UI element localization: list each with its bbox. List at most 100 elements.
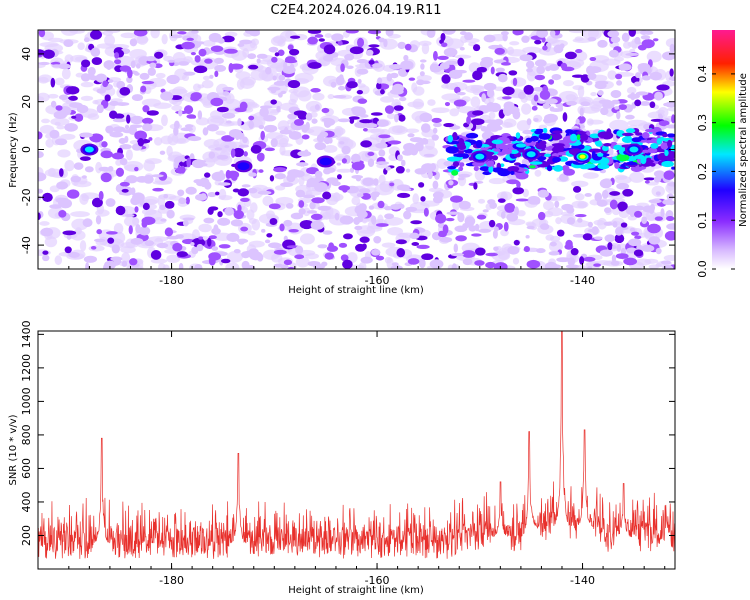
heatmap-noise-cell <box>397 192 411 198</box>
heatmap-noise-cell <box>553 44 564 54</box>
heatmap-noise-cell <box>433 122 442 128</box>
heatmap-noise-cell <box>453 99 467 107</box>
heatmap-noise-cell <box>431 117 442 123</box>
heatmap-noise-cell <box>485 252 498 257</box>
heatmap-noise-cell <box>190 51 196 56</box>
heatmap-noise-cell <box>258 124 265 130</box>
heatmap-signal-cell <box>621 132 634 137</box>
heatmap-noise-cell <box>91 57 103 66</box>
heatmap-signal-cell <box>513 162 521 166</box>
heatmap-noise-cell <box>290 212 304 220</box>
heatmap-noise-cell <box>237 204 242 213</box>
heatmap-noise-cell <box>571 74 585 78</box>
heatmap-noise-cell <box>506 212 519 222</box>
heatmap-noise-cell <box>248 64 259 70</box>
heatmap-haze-cell <box>507 49 527 57</box>
heatmap-noise-cell <box>658 114 663 120</box>
heatmap-noise-cell <box>217 211 223 218</box>
heatmap-noise-cell <box>306 181 313 188</box>
heatmap-noise-cell <box>548 64 560 71</box>
snr-x-ticks: -180 -160 -140 <box>68 331 666 587</box>
heatmap-haze-cell <box>562 80 574 87</box>
heatmap-noise-cell <box>130 237 144 245</box>
heatmap-noise-cell <box>594 236 603 240</box>
heatmap-noise-cell <box>71 115 77 119</box>
heatmap-noise-cell <box>640 35 651 40</box>
heatmap-noise-cell <box>82 218 93 227</box>
heatmap-noise-cell <box>241 251 251 259</box>
heatmap-noise-cell <box>419 112 433 123</box>
heatmap-noise-cell <box>616 182 630 190</box>
heatmap-signal-cell <box>561 165 570 172</box>
heatmap-haze-cell <box>465 84 485 94</box>
heatmap-haze-cell <box>218 194 233 201</box>
heatmap-signal-cell <box>453 153 467 158</box>
heatmap-noise-cell <box>270 99 277 105</box>
heatmap-noise-cell <box>644 180 650 184</box>
heatmap-noise-cell <box>454 225 468 233</box>
heatmap-noise-cell <box>307 30 322 34</box>
heatmap-noise-cell <box>607 30 620 38</box>
heatmap-noise-cell <box>635 41 641 45</box>
heatmap-noise-cell <box>301 124 309 133</box>
heatmap-noise-cell <box>209 74 214 79</box>
heatmap-haze-cell <box>549 235 561 242</box>
heatmap-noise-cell <box>564 51 577 60</box>
heatmap-signal-cell <box>446 140 460 145</box>
heatmap-noise-cell <box>451 263 457 269</box>
heatmap-noise-cell <box>390 72 399 79</box>
heatmap-noise-cell <box>141 220 148 228</box>
heatmap-noise-cell <box>588 66 602 74</box>
heatmap-haze-cell <box>191 229 201 241</box>
heatmap-haze-cell <box>336 168 353 173</box>
heatmap-noise-cell <box>260 130 265 141</box>
heatmap-noise-cell <box>614 106 620 110</box>
heatmap-noise-cell <box>370 192 380 198</box>
heatmap-noise-cell <box>597 89 604 96</box>
heatmap-noise-cell <box>660 208 665 218</box>
heatmap-noise-cell <box>642 75 651 81</box>
heatmap-noise-cell <box>293 119 305 126</box>
heatmap-noise-cell <box>560 62 568 70</box>
heatmap-haze-cell <box>153 136 163 146</box>
heatmap-noise-cell <box>133 72 140 76</box>
heatmap-haze-cell <box>555 217 562 225</box>
heatmap-noise-cell <box>38 151 44 158</box>
heatmap-noise-cell <box>356 193 364 198</box>
heatmap-haze-cell <box>387 226 404 236</box>
heatmap-noise-cell <box>612 245 617 249</box>
heatmap-noise-cell <box>170 34 183 39</box>
heatmap-noise-cell <box>50 77 56 88</box>
heatmap-noise-cell <box>654 216 663 221</box>
heatmap-haze-cell <box>521 103 532 115</box>
heatmap-noise-cell <box>389 182 395 187</box>
heatmap-noise-cell <box>148 137 153 141</box>
heatmap-noise-cell <box>580 101 591 107</box>
heatmap-noise-cell <box>631 231 640 236</box>
heatmap-noise-cell <box>472 44 481 52</box>
heatmap-signal-cell <box>538 133 551 140</box>
heatmap-noise-cell <box>236 238 249 244</box>
heatmap-noise-cell <box>618 63 632 71</box>
heatmap-haze-cell <box>167 133 179 146</box>
heatmap-noise-cell <box>193 65 208 74</box>
heatmap-noise-cell <box>435 213 447 224</box>
heatmap-haze-cell <box>454 54 472 59</box>
heatmap-noise-cell <box>441 42 448 48</box>
heatmap-noise-cell <box>423 153 435 157</box>
heatmap-noise-cell <box>118 191 133 196</box>
heatmap-noise-cell <box>385 166 391 171</box>
heatmap-noise-cell <box>213 57 224 64</box>
heatmap-signal-cell <box>650 143 659 149</box>
heatmap-noise-cell <box>662 199 674 205</box>
heatmap-noise-cell <box>319 131 329 138</box>
heatmap-noise-cell <box>259 107 269 118</box>
heatmap-haze-cell <box>161 114 168 127</box>
heatmap-noise-cell <box>407 258 420 265</box>
heatmap-noise-cell <box>426 30 436 38</box>
heatmap-noise-cell <box>462 79 476 83</box>
heatmap-haze-cell <box>171 105 183 111</box>
heatmap-haze-cell <box>60 30 79 36</box>
heatmap-noise-cell <box>214 64 227 72</box>
y-tick-label: 1000 <box>20 387 33 415</box>
